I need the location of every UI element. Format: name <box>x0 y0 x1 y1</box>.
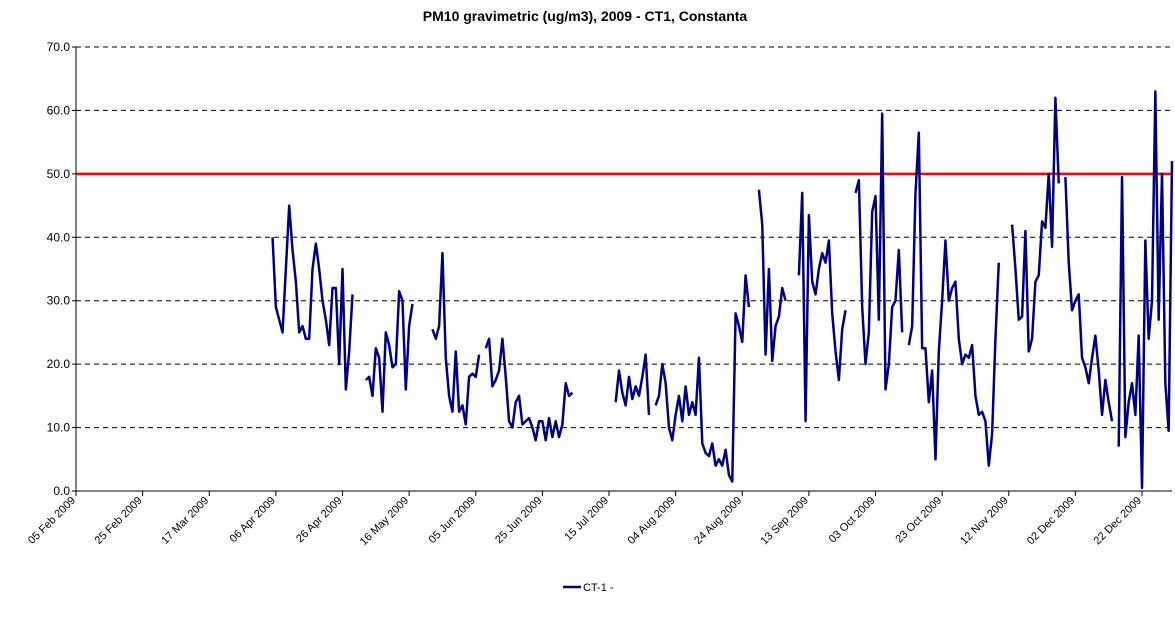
x-tick-label: 16 May 2009 <box>358 495 411 548</box>
x-tick-label: 03 Oct 2009 <box>827 495 878 546</box>
y-tick-label: 60.0 <box>47 103 71 117</box>
x-tick-label: 23 Oct 2009 <box>893 495 944 546</box>
x-tick-label: 04 Aug 2009 <box>626 495 678 547</box>
x-tick-label: 13 Sep 2009 <box>758 495 811 548</box>
x-tick-label: 17 Mar 2009 <box>159 495 211 547</box>
y-tick-label: 70.0 <box>47 40 71 54</box>
x-tick-label: 05 Feb 2009 <box>26 495 78 547</box>
x-tick-label: 25 Jun 2009 <box>493 495 544 546</box>
x-tick-label: 26 Apr 2009 <box>294 495 344 545</box>
chart-title: PM10 gravimetric (ug/m3), 2009 - CT1, Co… <box>423 8 748 24</box>
y-tick-label: 30.0 <box>47 294 71 308</box>
x-tick-label: 24 Aug 2009 <box>692 495 744 547</box>
y-tick-label: 40.0 <box>47 230 71 244</box>
x-tick-label: 22 Dec 2009 <box>1092 495 1145 548</box>
x-tick-label: 02 Dec 2009 <box>1025 495 1078 548</box>
y-tick-label: 0.0 <box>53 484 70 498</box>
legend-label: CT-1 - <box>583 582 614 594</box>
x-tick-label: 15 Jul 2009 <box>562 495 611 544</box>
y-tick-label: 50.0 <box>47 167 71 181</box>
data-line <box>271 90 1174 490</box>
x-tick-label: 06 Apr 2009 <box>228 495 278 545</box>
x-tick-label: 12 Nov 2009 <box>958 495 1011 548</box>
x-tick-label: 25 Feb 2009 <box>93 495 145 547</box>
y-tick-label: 20.0 <box>47 357 71 371</box>
y-tick-label: 10.0 <box>47 421 71 435</box>
x-tick-label: 05 Jun 2009 <box>427 495 478 546</box>
